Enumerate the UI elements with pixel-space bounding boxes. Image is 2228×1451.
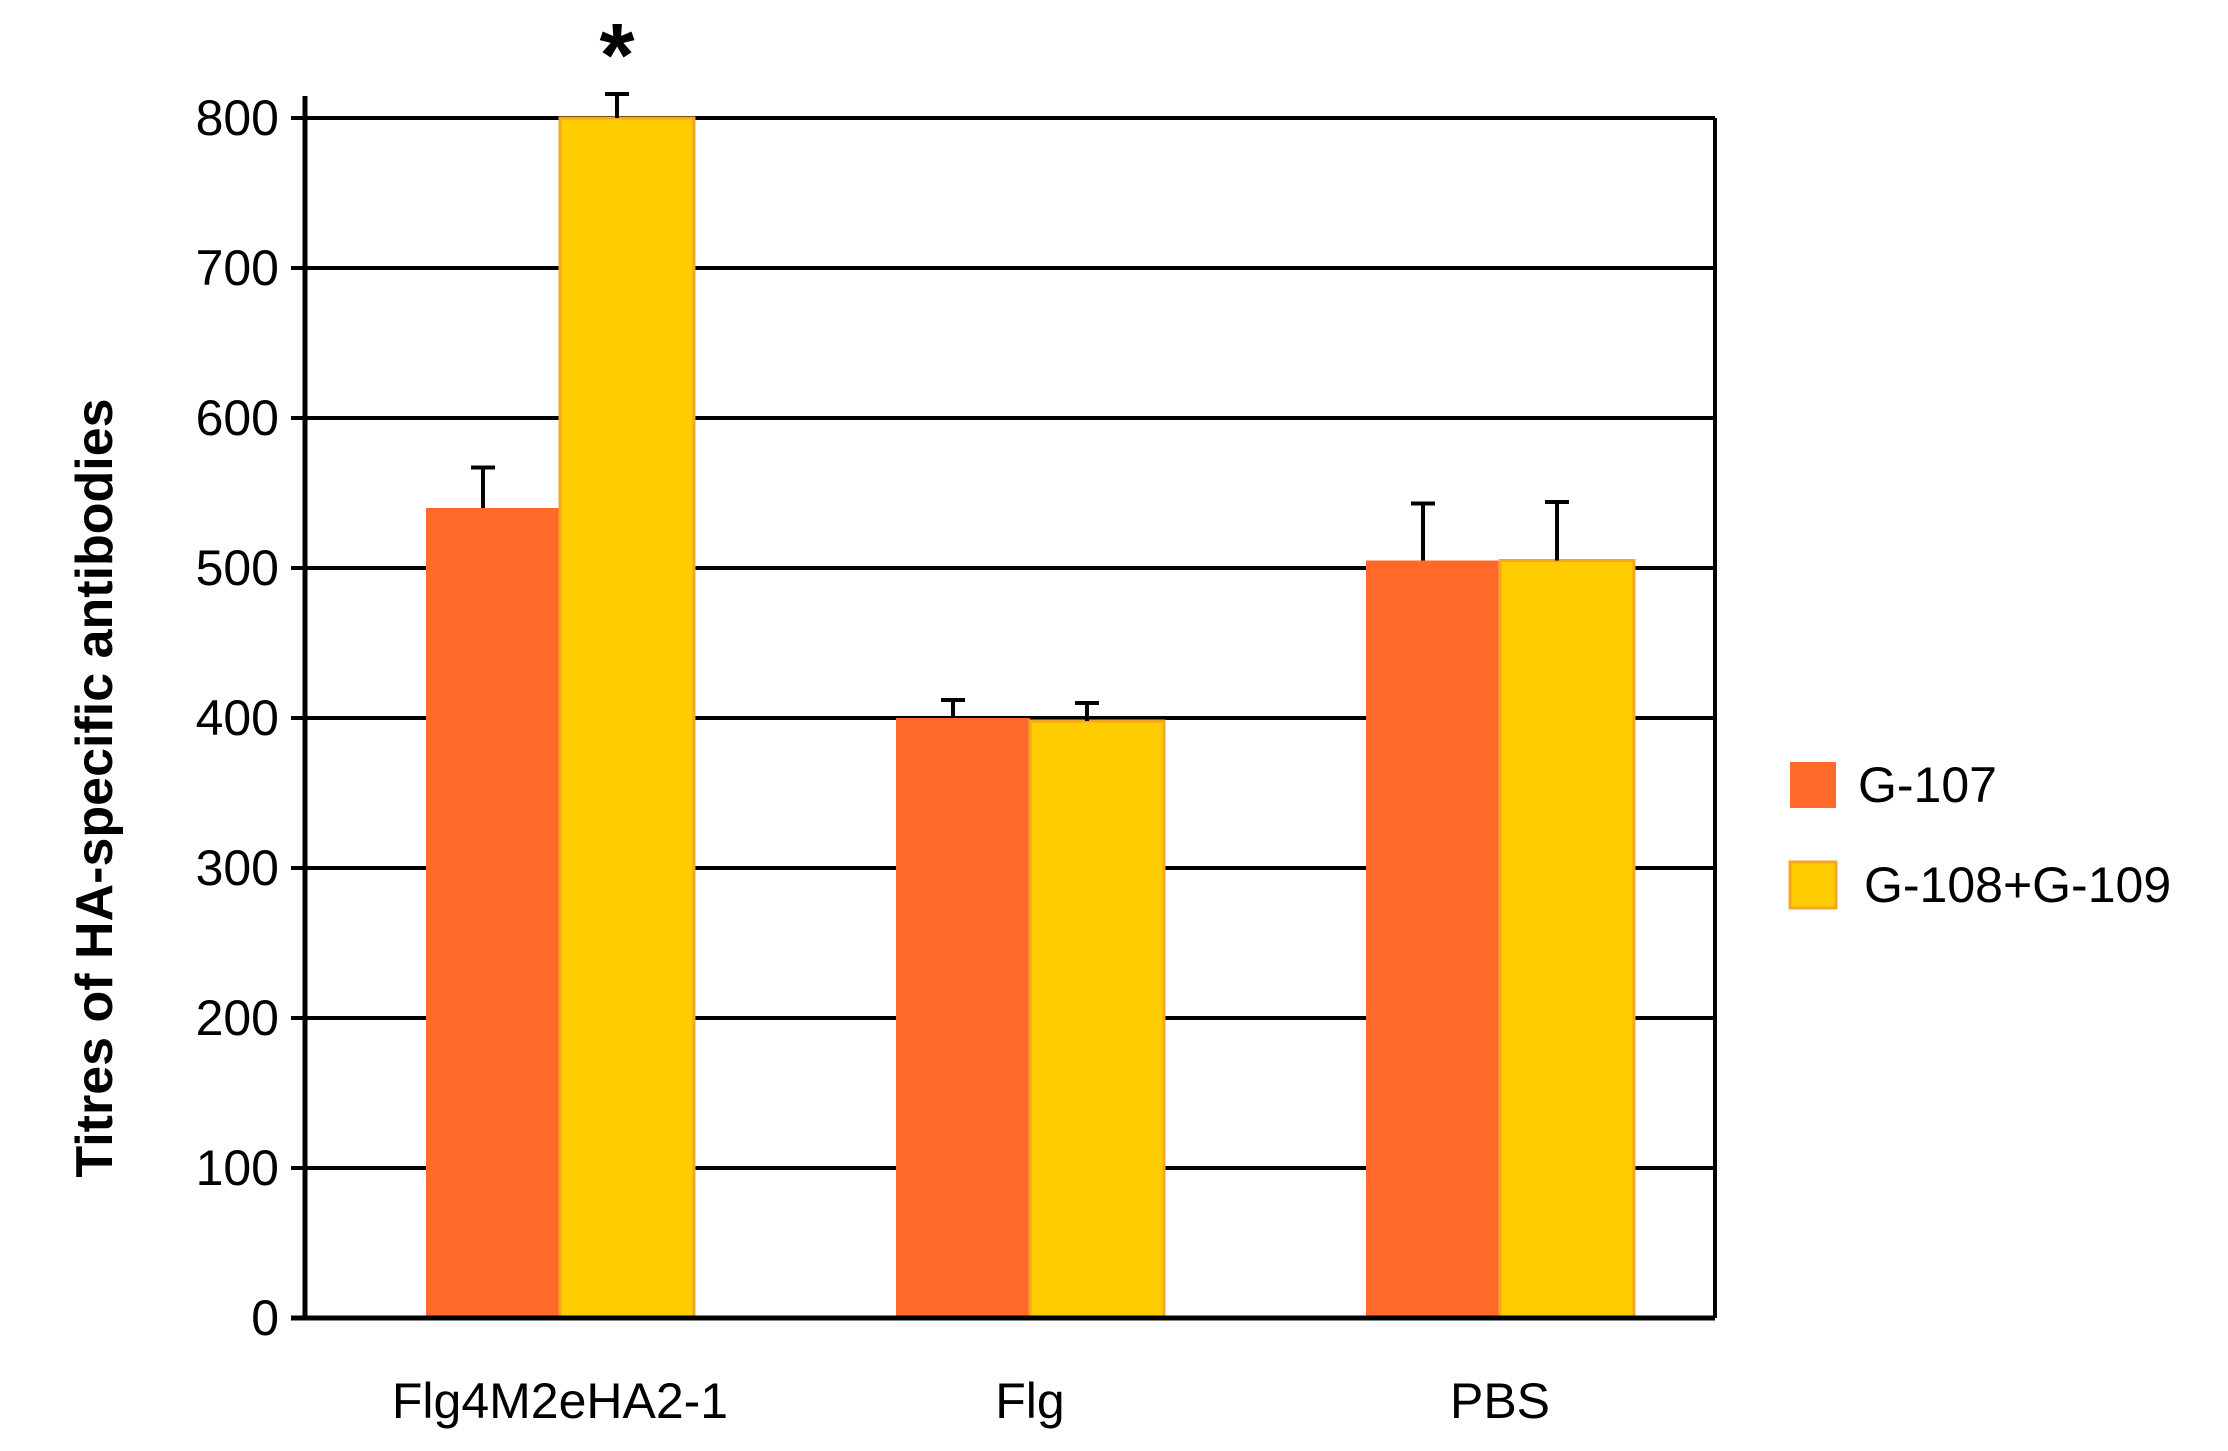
annotations: *: [599, 6, 634, 106]
y-tick-label: 300: [196, 840, 279, 896]
bar-g-107: [896, 718, 1030, 1318]
bars: [426, 116, 1636, 1320]
y-tick-label: 800: [196, 90, 279, 146]
legend-swatch: [1788, 860, 1838, 910]
y-tick-labels: 0 100 200 300 400 500 600 700 800: [196, 90, 279, 1346]
bar-g-108-g-109: [1498, 559, 1636, 1320]
bar-g-108-g-109: [558, 116, 696, 1320]
y-tick-label: 700: [196, 240, 279, 296]
x-tick-label: PBS: [1450, 1373, 1550, 1429]
legend-swatch: [1790, 762, 1836, 808]
error-bars: [471, 92, 1569, 721]
y-tick-label: 0: [251, 1290, 279, 1346]
y-tick-label: 100: [196, 1140, 279, 1196]
axes: [291, 96, 1717, 1321]
bar-g-108-g-109: [1028, 719, 1166, 1320]
y-tick-label: 600: [196, 390, 279, 446]
y-axis-label: Titres of HA-specific antibodies: [66, 398, 124, 1177]
y-tick-label: 400: [196, 690, 279, 746]
x-tick-label: Flg: [995, 1373, 1064, 1429]
x-tick-label: Flg4M2eHA2-1: [392, 1373, 728, 1429]
legend-label: G-108+G-109: [1864, 857, 2171, 913]
y-tick-label: 200: [196, 990, 279, 1046]
x-tick-labels: Flg4M2eHA2-1 Flg PBS: [392, 1373, 1550, 1429]
legend-label: G-107: [1858, 757, 1997, 813]
legend: G-107 G-108+G-109: [1788, 757, 2171, 913]
y-tick-label: 500: [196, 540, 279, 596]
bar-g-107: [1366, 560, 1500, 1318]
significance-marker: *: [599, 6, 634, 106]
bar-g-107: [426, 508, 560, 1318]
